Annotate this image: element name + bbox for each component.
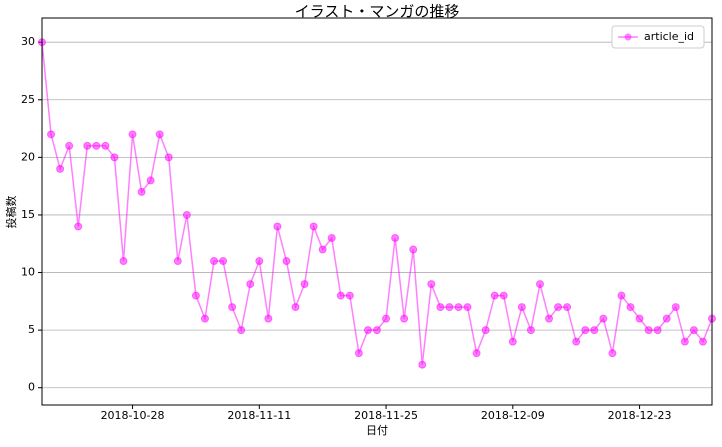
data-point xyxy=(436,303,445,312)
y-tick-label: 30 xyxy=(21,35,35,48)
data-point xyxy=(563,303,572,312)
data-point xyxy=(382,314,391,323)
data-point xyxy=(391,233,400,242)
data-point xyxy=(526,326,535,335)
data-point xyxy=(590,326,599,335)
data-point xyxy=(200,314,209,323)
y-tick-label: 15 xyxy=(21,208,35,221)
data-point xyxy=(228,303,237,312)
data-point xyxy=(137,187,146,196)
data-point xyxy=(318,245,327,254)
data-point xyxy=(572,337,581,346)
data-point xyxy=(110,153,119,162)
data-point xyxy=(689,326,698,335)
data-point xyxy=(617,291,626,300)
data-point xyxy=(47,130,56,139)
legend-label: article_id xyxy=(644,30,694,43)
data-point xyxy=(400,314,409,323)
data-point xyxy=(56,164,65,173)
data-point xyxy=(463,303,472,312)
data-point xyxy=(282,257,291,266)
data-point xyxy=(336,291,345,300)
data-point xyxy=(427,280,436,289)
x-tick-label: 2018-11-25 xyxy=(354,409,418,422)
legend-box xyxy=(611,25,705,49)
x-tick-label: 2018-11-11 xyxy=(227,409,291,422)
data-point xyxy=(155,130,164,139)
y-tick-label: 20 xyxy=(21,150,35,163)
y-tick-label: 25 xyxy=(21,93,35,106)
data-point xyxy=(490,291,499,300)
data-point xyxy=(517,303,526,312)
data-point xyxy=(255,257,264,266)
data-point xyxy=(653,326,662,335)
data-point xyxy=(237,326,246,335)
y-tick-label: 5 xyxy=(28,323,35,336)
data-point xyxy=(291,303,300,312)
data-point xyxy=(65,141,74,150)
data-point xyxy=(309,222,318,231)
data-point xyxy=(345,291,354,300)
data-point xyxy=(535,280,544,289)
data-point xyxy=(119,257,128,266)
chart-title: イラスト・マンガの推移 xyxy=(295,3,460,21)
x-tick-label: 2018-12-09 xyxy=(481,409,545,422)
data-point xyxy=(146,176,155,185)
data-point xyxy=(327,233,336,242)
y-axis-label: 投稿数 xyxy=(4,196,18,229)
data-point xyxy=(499,291,508,300)
data-point xyxy=(481,326,490,335)
x-tick-label: 2018-12-23 xyxy=(608,409,672,422)
data-point xyxy=(128,130,137,139)
data-point xyxy=(608,349,617,358)
data-point xyxy=(680,337,689,346)
data-point xyxy=(74,222,83,231)
data-point xyxy=(418,360,427,369)
data-point xyxy=(182,210,191,219)
data-point xyxy=(644,326,653,335)
y-tick-label: 10 xyxy=(21,266,35,279)
data-point xyxy=(698,337,707,346)
data-point xyxy=(554,303,563,312)
data-point xyxy=(101,141,110,150)
data-point xyxy=(210,257,219,266)
plot-frame xyxy=(41,17,713,406)
data-point xyxy=(472,349,481,358)
data-point xyxy=(626,303,635,312)
data-point xyxy=(246,280,255,289)
y-tick-label: 0 xyxy=(28,381,35,394)
data-point xyxy=(92,141,101,150)
data-point xyxy=(671,303,680,312)
data-point xyxy=(662,314,671,323)
data-point xyxy=(454,303,463,312)
data-point xyxy=(264,314,273,323)
x-axis-label: 日付 xyxy=(366,424,388,437)
data-point xyxy=(191,291,200,300)
data-point xyxy=(545,314,554,323)
series-line xyxy=(41,42,713,365)
data-point xyxy=(300,280,309,289)
data-point xyxy=(273,222,282,231)
data-point xyxy=(445,303,454,312)
data-point xyxy=(173,257,182,266)
data-point xyxy=(508,337,517,346)
data-point xyxy=(363,326,372,335)
legend-marker xyxy=(624,33,632,41)
data-point xyxy=(373,326,381,335)
data-point xyxy=(581,326,590,335)
data-point xyxy=(83,141,92,150)
data-point xyxy=(599,314,608,323)
data-point xyxy=(164,153,173,162)
x-tick-label: 2018-10-28 xyxy=(101,409,165,422)
data-point xyxy=(219,257,228,266)
data-point xyxy=(635,314,644,323)
data-point xyxy=(354,349,363,358)
data-point xyxy=(409,245,418,254)
